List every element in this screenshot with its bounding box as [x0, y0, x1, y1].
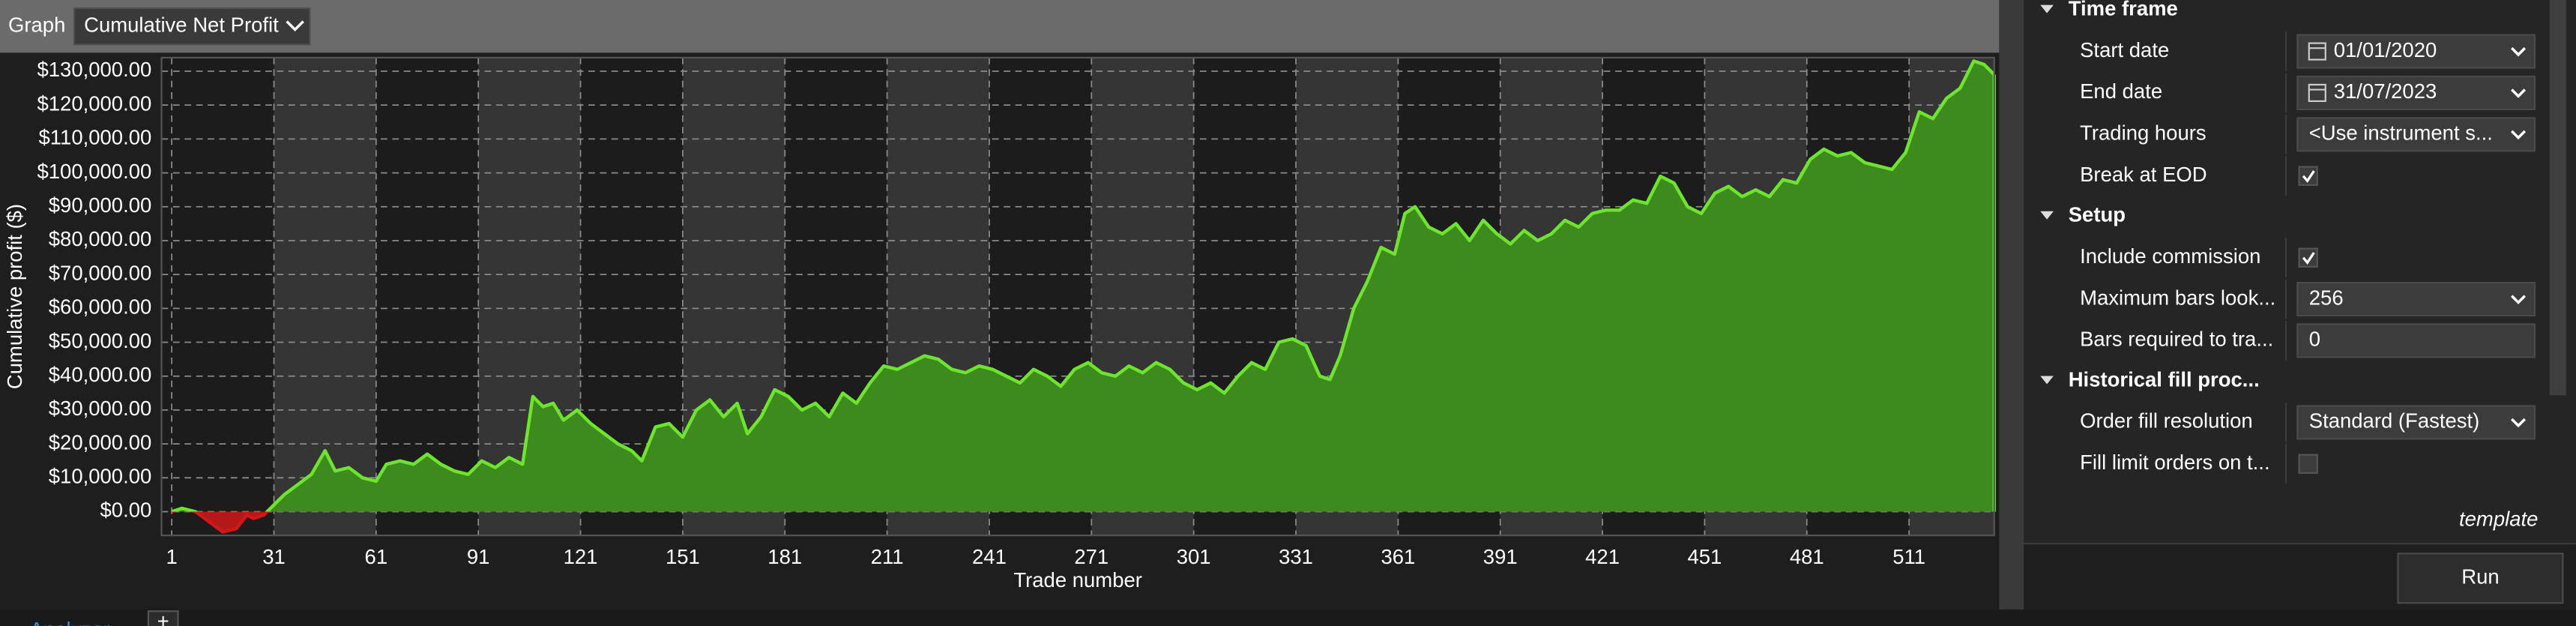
dropdown-chevron — [286, 20, 304, 32]
y-tick-label: $90,000.00 — [49, 193, 152, 217]
property-label: Start date — [2080, 38, 2169, 61]
y-tick-label: $30,000.00 — [49, 397, 152, 420]
x-tick-label: 151 — [666, 545, 700, 568]
x-tick-label: 301 — [1177, 545, 1211, 568]
property-value[interactable]: 256 — [2309, 286, 2344, 309]
plot-frame — [160, 56, 1995, 537]
x-tick-label: 61 — [365, 545, 388, 568]
x-tick-label: 331 — [1279, 545, 1313, 568]
property-field[interactable] — [2296, 405, 2536, 440]
x-tick-label: 1 — [166, 545, 177, 568]
property-label: Include commission — [2080, 244, 2260, 268]
y-tick-label: $110,000.00 — [39, 126, 152, 149]
property-value[interactable]: <Use instrument s... — [2309, 121, 2493, 145]
group-title: Time frame — [2069, 0, 2178, 19]
y-tick-label: $130,000.00 — [37, 58, 151, 81]
calendar-icon — [2308, 42, 2326, 61]
y-tick-label: $100,000.00 — [37, 160, 151, 183]
property-label: Maximum bars look... — [2080, 286, 2275, 309]
dropdown-chevron — [2510, 130, 2527, 140]
y-tick-label: $20,000.00 — [49, 430, 152, 454]
x-tick-label: 271 — [1074, 545, 1108, 568]
property-field[interactable] — [2296, 75, 2536, 111]
x-tick-label: 451 — [1687, 545, 1722, 568]
tab-bar — [0, 610, 2576, 626]
x-tick-label: 511 — [1892, 545, 1925, 568]
area-positive — [172, 61, 1994, 512]
property-value[interactable]: 0 — [2309, 328, 2320, 351]
scrollbar[interactable] — [2549, 0, 2566, 396]
checkmark — [2302, 252, 2315, 265]
calendar-icon — [2308, 83, 2326, 103]
x-tick-label: 241 — [972, 545, 1007, 568]
group-toggle[interactable] — [2040, 376, 2054, 385]
tab[interactable]: Analyzer — [30, 618, 110, 626]
checkmark — [2302, 170, 2315, 184]
x-tick-label: 391 — [1483, 545, 1518, 568]
y-tick-label: $120,000.00 — [37, 91, 151, 115]
x-tick-label: 211 — [871, 545, 904, 568]
y-tick-label: $0.00 — [100, 499, 152, 522]
y-tick-label: $70,000.00 — [49, 261, 152, 284]
property-value[interactable]: 31/07/2023 — [2334, 79, 2437, 103]
template-link[interactable]: template — [2459, 508, 2538, 531]
property-field[interactable] — [2296, 281, 2536, 317]
line-positive — [171, 59, 1994, 512]
x-tick-label: 421 — [1585, 545, 1620, 568]
y-tick-label: $40,000.00 — [49, 363, 152, 386]
toolbar-label: Graph — [8, 13, 65, 36]
dropdown-chevron — [2510, 88, 2527, 98]
checkbox[interactable] — [2298, 247, 2318, 268]
chart: $0.00 $10,000.00 $20,000.00 $30,000.00 $40,0… — [3, 56, 1996, 592]
group-toggle[interactable] — [2040, 211, 2054, 220]
add-tab[interactable] — [147, 610, 179, 626]
toolbar — [0, 0, 2000, 53]
y-tick-label: $50,000.00 — [49, 329, 152, 352]
x-tick-label: 91 — [467, 545, 490, 568]
dropdown-chevron — [2510, 295, 2527, 304]
graph-dropdown[interactable] — [73, 7, 311, 46]
x-tick-label: 121 — [564, 545, 598, 568]
dropdown-chevron — [2510, 46, 2527, 57]
x-tick-label: 31 — [262, 545, 286, 568]
splitter — [1999, 0, 2024, 610]
y-tick-label: $60,000.00 — [49, 295, 152, 319]
y-tick-label: $80,000.00 — [49, 227, 152, 250]
x-tick-label: 361 — [1381, 545, 1415, 568]
property-field[interactable] — [2296, 34, 2536, 69]
run-button[interactable] — [2397, 553, 2564, 604]
property-label: Order fill resolution — [2080, 409, 2253, 433]
group-toggle[interactable] — [2040, 4, 2054, 13]
add-tab-text[interactable]: + — [157, 610, 169, 626]
property-label: End date — [2080, 79, 2162, 103]
x-axis-title: Trade number — [1013, 568, 1142, 592]
property-label: Fill limit orders on t... — [2080, 451, 2269, 474]
property-field[interactable] — [2296, 117, 2536, 152]
group-title: Historical fill proc... — [2069, 367, 2260, 391]
dropdown-chevron — [2510, 418, 2527, 428]
property-value[interactable]: 01/01/2020 — [2334, 38, 2437, 61]
property-label: Break at EOD — [2080, 163, 2207, 186]
y-tick-label: $10,000.00 — [49, 465, 152, 488]
checkbox[interactable] — [2298, 166, 2318, 186]
property-value[interactable]: Standard (Fastest) — [2309, 409, 2480, 433]
property-label: Bars required to tra... — [2080, 328, 2273, 351]
checkbox[interactable] — [2298, 454, 2318, 474]
property-label: Trading hours — [2080, 121, 2207, 145]
property-field[interactable] — [2296, 323, 2536, 358]
graph-dropdown-text[interactable]: Cumulative Net Profit — [84, 13, 279, 36]
y-axis-title: Cumulative profit ($) — [3, 204, 26, 389]
run-button-text[interactable]: Run — [2461, 565, 2499, 589]
x-tick-label: 481 — [1790, 545, 1824, 568]
group-title: Setup — [2069, 203, 2126, 226]
x-tick-label: 181 — [767, 545, 802, 568]
